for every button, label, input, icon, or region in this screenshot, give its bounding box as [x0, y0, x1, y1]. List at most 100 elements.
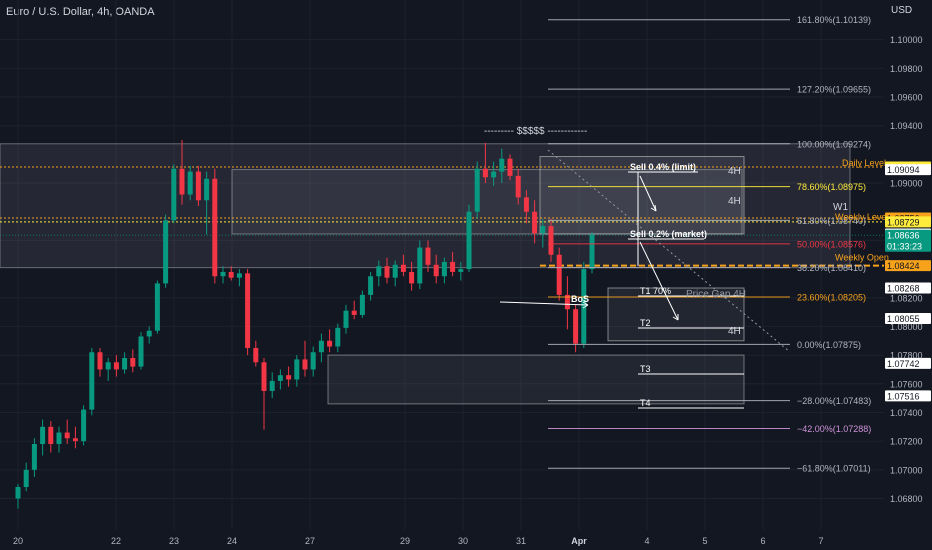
- candle-bull: [269, 372, 275, 399]
- candle-bull: [236, 269, 242, 287]
- candle-bear: [212, 168, 218, 284]
- candle-bull: [335, 323, 341, 353]
- sell-limit-label: Sell 0.4% (limit): [630, 162, 696, 172]
- price-axis-tag: 1.08268: [885, 282, 931, 294]
- box-4h-label-top: 4H: [728, 166, 741, 177]
- candle-bear: [113, 355, 119, 377]
- candle-bull: [220, 266, 226, 284]
- y-tick-label: 1.10000: [890, 35, 923, 45]
- candle-bull: [15, 484, 21, 509]
- price-axis: 1.10000 1.09800 1.09600 1.09400 1.09000 1.086…: [885, 35, 931, 504]
- candle-body: [269, 380, 275, 391]
- candle-body: [15, 487, 21, 499]
- candle-body: [48, 426, 54, 445]
- candle-body: [64, 432, 70, 439]
- w1-label: W1: [833, 202, 848, 213]
- candle-body: [359, 294, 365, 315]
- candle-bull: [466, 204, 472, 272]
- candle-bull: [343, 304, 349, 334]
- candle-bull: [122, 352, 128, 374]
- candle-bull: [89, 347, 95, 416]
- candle-bear: [97, 347, 103, 377]
- candle-body: [154, 283, 160, 331]
- candle-body: [400, 264, 406, 272]
- candle-bear: [384, 257, 390, 284]
- candle-body: [286, 375, 292, 380]
- candle-bear: [130, 349, 136, 373]
- candle-body: [540, 226, 546, 234]
- candle-body: [351, 310, 357, 315]
- fib-label: 23.60%(1.08205): [797, 293, 866, 303]
- supply-zone: [0, 143, 851, 269]
- candle-bull: [491, 161, 497, 186]
- candle-body: [589, 234, 595, 270]
- sell-market-label: Sell 0.2% (market): [630, 229, 707, 239]
- price-axis-tag: 1.07742: [885, 357, 931, 369]
- x-tick-label: 30: [458, 536, 468, 546]
- arrow-path-1: [639, 175, 657, 212]
- y-tick-label: 1.07600: [890, 379, 923, 389]
- candle-body: [302, 359, 308, 370]
- candle-body: [179, 168, 185, 195]
- level-lines: [0, 166, 884, 267]
- candle-body: [368, 276, 374, 295]
- candle-body: [392, 264, 398, 278]
- candle-body: [81, 409, 87, 442]
- y-tick-label: 1.08200: [890, 293, 923, 303]
- candle-body: [482, 168, 488, 178]
- candle-body: [556, 254, 562, 295]
- fib-label: −28.00%(1.07483): [797, 396, 871, 406]
- candle-bull: [368, 271, 374, 301]
- chart-title: Euro / U.S. Dollar, 4h, OANDA: [6, 6, 155, 18]
- candle-body: [515, 175, 521, 198]
- price-tag-label: 1.07742: [887, 359, 920, 369]
- y-tick-label: 1.07800: [890, 351, 923, 361]
- x-tick-label: Apr: [571, 536, 587, 546]
- candle-bull: [163, 214, 169, 288]
- candle-bull: [23, 462, 29, 492]
- candle-bear: [507, 154, 513, 181]
- candle-body: [581, 269, 587, 344]
- price-tag-label: 1.09094: [887, 165, 920, 175]
- candle-bear: [532, 200, 538, 244]
- candle-bear: [72, 426, 78, 449]
- price-tag-label: 1.07516: [887, 391, 920, 401]
- candle-bear: [64, 419, 70, 445]
- candle-body: [532, 211, 538, 234]
- x-tick-label: 20: [13, 536, 23, 546]
- candle-body: [417, 247, 423, 284]
- fib-label: 78.60%(1.08975): [797, 182, 866, 192]
- candle-bear: [523, 190, 529, 224]
- candle-body: [523, 197, 529, 212]
- y-tick-label: 1.07200: [890, 437, 923, 447]
- candle-body: [187, 171, 193, 195]
- price-tag-label: 1.08636: [887, 231, 920, 241]
- fib-label: 38.20%(1.08410): [797, 263, 866, 273]
- candle-bear: [48, 421, 54, 453]
- candle-bull: [441, 257, 447, 284]
- price-tag-label: 1.08424: [887, 261, 920, 271]
- x-tick-label: 5: [702, 536, 707, 546]
- fib-label: 0.00%(1.07875): [797, 340, 861, 350]
- fib-label: 161.80%(1.10139): [797, 15, 871, 25]
- candle-body: [105, 362, 111, 370]
- bos-label: BoS: [571, 294, 589, 304]
- candle-bull: [187, 165, 193, 201]
- candle-body: [376, 266, 382, 277]
- candle-body: [171, 168, 177, 221]
- x-tick-label: 24: [227, 536, 237, 546]
- candle-body: [474, 168, 480, 212]
- candle-body: [441, 261, 447, 277]
- price-axis-tag: 1.08055: [885, 313, 931, 325]
- liquidity-label: --------- $$$$$ ------------: [484, 126, 587, 137]
- price-tag-label: 1.08055: [887, 314, 920, 324]
- target-t4-label: T4: [640, 398, 651, 408]
- candle-bull: [499, 148, 505, 184]
- candle-body: [23, 469, 29, 488]
- x-tick-label: 23: [169, 536, 179, 546]
- weekly-level-label: Weekly Level: [835, 212, 888, 222]
- candle-body: [113, 362, 119, 370]
- zones: [0, 143, 851, 405]
